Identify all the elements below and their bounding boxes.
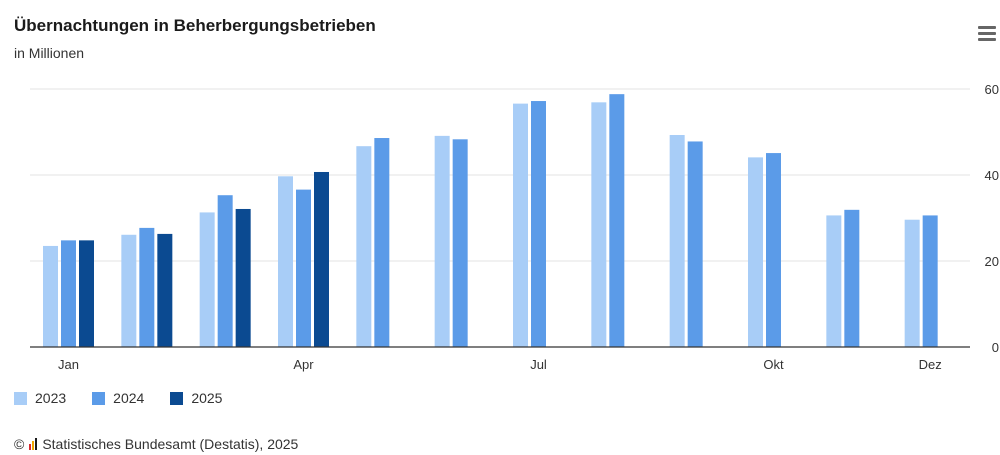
bar-2023-Apr[interactable] (278, 176, 293, 347)
axes: 0 20 40 60 Jan Apr Jul Okt Dez (30, 82, 999, 372)
bar-2024-Jan[interactable] (61, 240, 76, 347)
bar-2024-Jul[interactable] (531, 101, 546, 347)
bar-chart: 0 20 40 60 Jan Apr Jul Okt Dez (30, 82, 999, 372)
bar-2023-Mär[interactable] (199, 212, 215, 347)
legend-swatch-2023 (14, 391, 27, 405)
bar-2023-Feb[interactable] (121, 234, 137, 347)
x-tick-label-Okt: Okt (763, 357, 784, 372)
chart-subtitle: in Millionen (14, 45, 85, 61)
y-tick-label-20: 20 (985, 254, 999, 269)
bar-2024-Nov[interactable] (844, 209, 860, 347)
bar-2023-Okt[interactable] (748, 157, 763, 347)
x-tick-label-Jul: Jul (530, 357, 547, 372)
legend-label-2025: 2025 (191, 390, 223, 406)
legend: 2023 2024 2025 (14, 390, 222, 406)
destatis-logo-icon (29, 438, 38, 450)
legend-item-2024[interactable]: 2024 (92, 390, 144, 406)
legend-label-2023: 2023 (35, 390, 67, 406)
bar-2023-Jun[interactable] (434, 135, 450, 347)
x-tick-label-Jan: Jan (58, 357, 79, 372)
legend-item-2023[interactable]: 2023 (14, 390, 66, 406)
copyright-symbol: © (14, 436, 25, 452)
bar-2023-Dez[interactable] (904, 219, 920, 347)
bar-2023-Jul[interactable] (513, 103, 528, 348)
legend-swatch-2025 (170, 391, 184, 405)
bar-2023-Mai[interactable] (356, 146, 372, 347)
bar-2025-Mär[interactable] (235, 208, 251, 347)
bar-2025-Apr[interactable] (314, 171, 329, 347)
bar-2024-Mär[interactable] (217, 195, 233, 347)
bar-2024-Mai[interactable] (374, 138, 390, 347)
bar-2023-Nov[interactable] (826, 215, 842, 347)
y-tick-label-60: 60 (985, 82, 999, 97)
x-tick-label-Dez: Dez (919, 357, 942, 372)
bar-2024-Okt[interactable] (766, 153, 781, 347)
bar-2024-Aug[interactable] (609, 94, 625, 347)
bar-2025-Jan[interactable] (79, 240, 94, 347)
source-text: Statistisches Bundesamt (Destatis), 2025 (42, 436, 299, 452)
legend-label-2024: 2024 (113, 390, 145, 406)
legend-item-2025[interactable]: 2025 (170, 390, 222, 406)
bar-2024-Dez[interactable] (922, 215, 938, 347)
x-tick-label-Apr: Apr (293, 357, 314, 372)
legend-swatch-2024 (92, 391, 106, 405)
bar-2024-Feb[interactable] (139, 227, 155, 347)
y-tick-label-0: 0 (992, 340, 999, 355)
bar-2023-Sep[interactable] (669, 135, 685, 347)
bar-2025-Feb[interactable] (157, 233, 173, 347)
bar-2024-Apr[interactable] (296, 189, 311, 347)
gridlines (30, 88, 970, 262)
bar-2023-Jan[interactable] (43, 245, 58, 347)
y-tick-label-40: 40 (985, 168, 999, 183)
bar-2023-Aug[interactable] (591, 102, 607, 347)
hamburger-menu-icon[interactable] (976, 24, 998, 42)
bars (43, 94, 938, 348)
bar-2024-Sep[interactable] (687, 141, 703, 347)
source-credit: © Statistisches Bundesamt (Destatis), 20… (14, 436, 298, 452)
bar-2024-Jun[interactable] (452, 139, 468, 347)
chart-title: Übernachtungen in Beherbergungsbetrieben (14, 16, 376, 35)
